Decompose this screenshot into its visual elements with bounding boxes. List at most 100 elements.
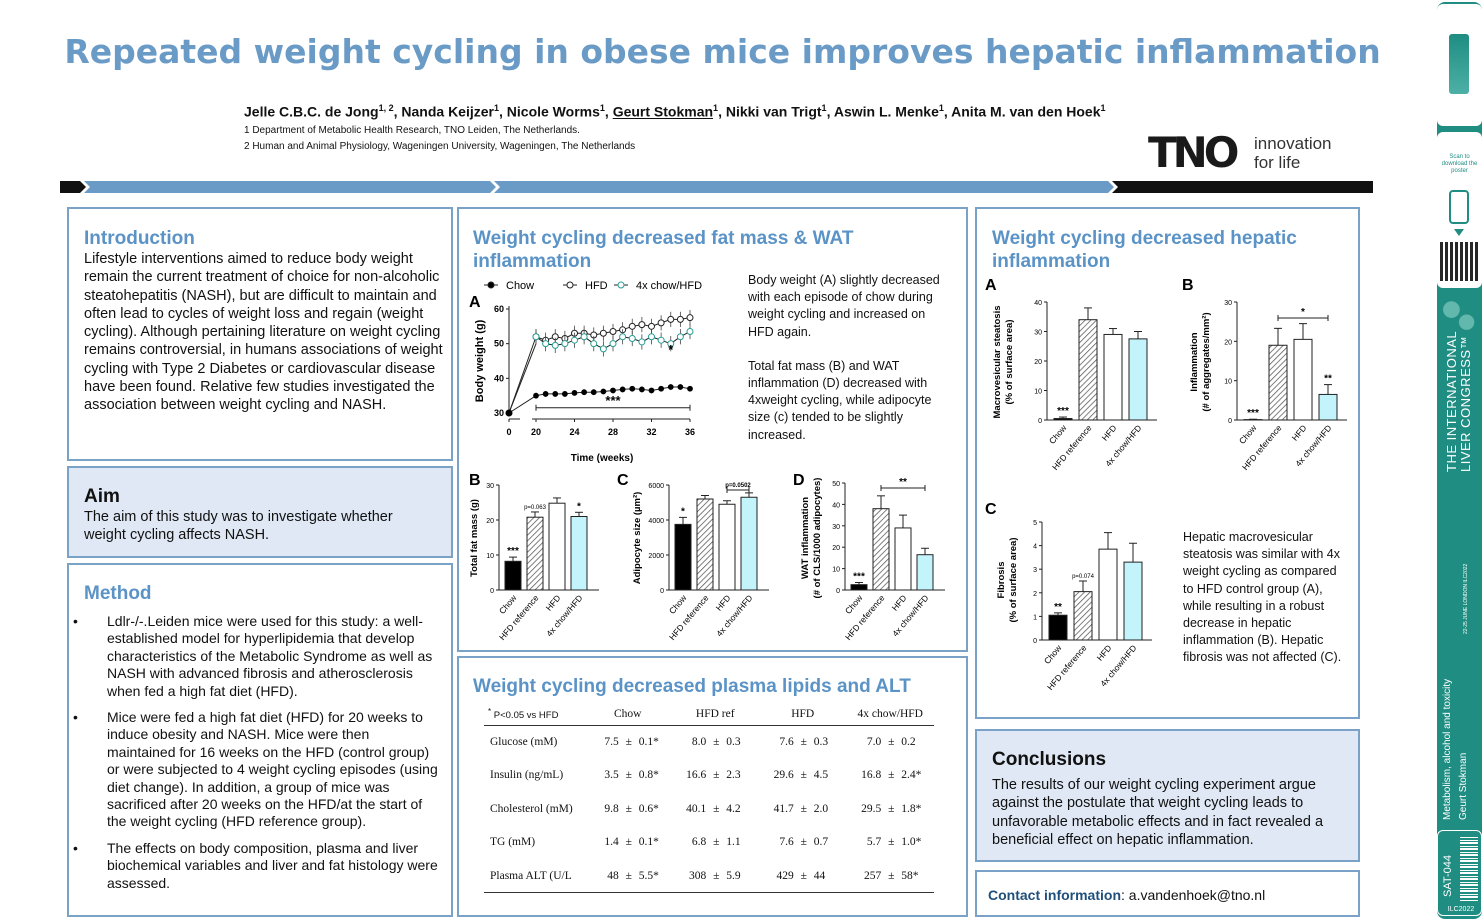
chart-hepatic-inflammation: B 0 10 20 30 Inflammation (# of aggregates/mm²… bbox=[1182, 277, 1347, 472]
author-affiliation-number: 1, 2 bbox=[378, 103, 394, 113]
y-tick-label: 0 bbox=[660, 588, 664, 595]
table-cell: 257 ±58* bbox=[846, 859, 934, 893]
plasma-heading: Weight cycling decreased plasma lipids a… bbox=[473, 676, 911, 697]
row-label: Insulin (ng/mL) bbox=[490, 769, 564, 782]
y-tick-label: 20 bbox=[1034, 359, 1042, 366]
conclusions-panel: Conclusions The results of our weight cy… bbox=[975, 729, 1360, 862]
table-cell: 48 ±5.5* bbox=[584, 859, 672, 893]
author-name: Anita M. van den Hoek bbox=[951, 103, 1101, 120]
y-tick-label: 10 bbox=[486, 553, 494, 560]
significance-label: *** bbox=[1247, 408, 1259, 419]
contact-email-link[interactable]: a.vandenhoek@tno.nl bbox=[1128, 887, 1266, 903]
table-cell: 308 ±5.9 bbox=[671, 859, 759, 893]
banner-segment-4 bbox=[1112, 181, 1373, 193]
topic-label: Metabolism, alcohol and toxicity bbox=[1442, 678, 1453, 820]
table-row: TG (mM) 1.4 ±0.1* 6.8 ±1.1 7.6 ±0.7 5.7 ±1.0* bbox=[484, 826, 934, 860]
significance-label: *** bbox=[507, 546, 519, 557]
y-tick-label: 10 bbox=[1224, 379, 1232, 386]
x-tick-label: HFD bbox=[714, 593, 733, 613]
y-tick-label: 50 bbox=[832, 481, 840, 488]
table-cell: 16.6 ±2.3 bbox=[686, 769, 741, 782]
bracket-label: p=0.0502 bbox=[725, 483, 751, 489]
table-cell: 7.6 ±0.3 bbox=[779, 736, 829, 748]
data-point bbox=[667, 384, 674, 390]
author-name: Nicole Worms bbox=[506, 103, 600, 120]
x-tick-label: 0 bbox=[506, 427, 511, 437]
aim-panel: Aim The aim of this study was to investi… bbox=[67, 466, 453, 558]
y-tick-label: 40 bbox=[1034, 300, 1042, 307]
data-point bbox=[686, 328, 694, 336]
arrow-down-icon bbox=[1454, 229, 1464, 236]
table-cell: 7.5 ±0.1* bbox=[604, 736, 659, 748]
table-header-row: * P<0.05 vs HFD Chow HFD ref HFD 4x chow… bbox=[484, 703, 934, 726]
row-label: Glucose (mM) bbox=[490, 736, 558, 748]
data-point bbox=[657, 319, 665, 327]
x-axis-label: Time (weeks) bbox=[571, 453, 634, 464]
x-tick-label: Chow bbox=[1042, 642, 1064, 666]
bar bbox=[504, 560, 522, 591]
y-tick-label: 3 bbox=[1033, 567, 1037, 574]
data-point bbox=[533, 392, 539, 399]
table-cell: 16.8 ±2.4* bbox=[861, 769, 922, 782]
code-box: SAT-044 ILC2022 bbox=[1437, 830, 1482, 916]
bar bbox=[1123, 561, 1143, 641]
x-tick-label: 36 bbox=[685, 427, 695, 437]
y-tick-label: 4000 bbox=[648, 518, 664, 525]
fat-description-2: Total fat mass (B) and WAT inflammation … bbox=[748, 358, 932, 442]
qr-code-icon[interactable] bbox=[1440, 242, 1479, 281]
y-tick-label: 30 bbox=[832, 524, 840, 531]
significance-label: * bbox=[577, 501, 581, 512]
phone-icon bbox=[1449, 190, 1469, 224]
tno-logo: TNO innovation for life bbox=[1148, 132, 1363, 177]
y-axis-label-unit: (# of aggregates/mm²) bbox=[1201, 312, 1212, 411]
data-point bbox=[648, 333, 655, 341]
table-row: Insulin (ng/mL) 3.5 ±0.8* 16.6 ±2.3 29.6 ±4.5 1… bbox=[484, 759, 934, 793]
y-axis-label: Macrovesicular steatosis bbox=[992, 305, 1003, 418]
table-row: Cholesterol (mM) 9.8 ±0.6* 40.1 ±4.2 41.7 ±2.0… bbox=[484, 792, 934, 826]
x-tick-label: 24 bbox=[569, 427, 579, 437]
banner-segment-1 bbox=[60, 181, 86, 193]
y-tick-label: 0 bbox=[836, 588, 840, 595]
bar bbox=[894, 527, 912, 591]
method-panel: Method Ldlr-/-.Leiden mice were used for… bbox=[67, 563, 453, 917]
y-tick-label: 5 bbox=[1033, 520, 1037, 527]
y-tick-label: 0 bbox=[490, 588, 494, 595]
chart-steatosis: A 0 10 20 30 40 Macrovesicular steatosis (% of … bbox=[985, 277, 1157, 472]
x-tick-label: 32 bbox=[646, 427, 656, 437]
aim-text: The aim of this study was to investigate… bbox=[84, 509, 393, 544]
data-point bbox=[628, 322, 636, 330]
author-affiliation-number: 1 bbox=[493, 103, 499, 113]
y-tick-label: 0 bbox=[1033, 638, 1037, 645]
x-tick-label: 28 bbox=[608, 427, 618, 437]
bar bbox=[1048, 614, 1068, 641]
table-cell: 429 ±44 bbox=[759, 859, 847, 893]
banner-segment-2 bbox=[84, 181, 496, 193]
y-axis-label-unit: (# of CLS/1000 adipocytes) bbox=[812, 478, 823, 599]
significance-label: ** bbox=[1324, 374, 1332, 385]
data-point bbox=[638, 338, 646, 346]
y-tick-label: 30 bbox=[1224, 300, 1232, 307]
data-point bbox=[667, 315, 675, 323]
y-axis-label: Inflammation bbox=[1189, 332, 1200, 391]
bar bbox=[1293, 338, 1313, 421]
bar bbox=[740, 496, 758, 591]
row-label: Plasma ALT (U/L bbox=[484, 859, 584, 893]
y-tick-label: 30 bbox=[1034, 330, 1042, 337]
significance-label: *** bbox=[1057, 406, 1069, 417]
table-cell: 7.6 ±0.7 bbox=[779, 836, 829, 849]
table-row: Plasma ALT (U/L 48 ±5.5* 308 ±5.9 429 ±44 257 ±5… bbox=[484, 859, 934, 893]
bar bbox=[1128, 338, 1148, 421]
author-name: Nikki van Trigt bbox=[725, 103, 822, 120]
data-point bbox=[667, 340, 675, 348]
author-name: Jelle C.B.C. de Jong bbox=[244, 103, 379, 120]
table-cell: 8.0 ±0.3 bbox=[691, 736, 741, 748]
x-tick-label: Chow bbox=[1237, 422, 1259, 446]
legend-marker bbox=[487, 281, 495, 289]
bar bbox=[1098, 548, 1118, 641]
data-point bbox=[658, 385, 665, 392]
y-tick-label: 4 bbox=[1033, 544, 1037, 551]
y-tick-label: 40 bbox=[832, 502, 840, 509]
congress-name: THE INTERNATIONAL LIVER CONGRESS™ bbox=[1444, 330, 1473, 472]
chart-fibrosis: C 0 1 2 3 4 5 Fibrosis (% of surface area) ** Chow… bbox=[985, 501, 1152, 692]
